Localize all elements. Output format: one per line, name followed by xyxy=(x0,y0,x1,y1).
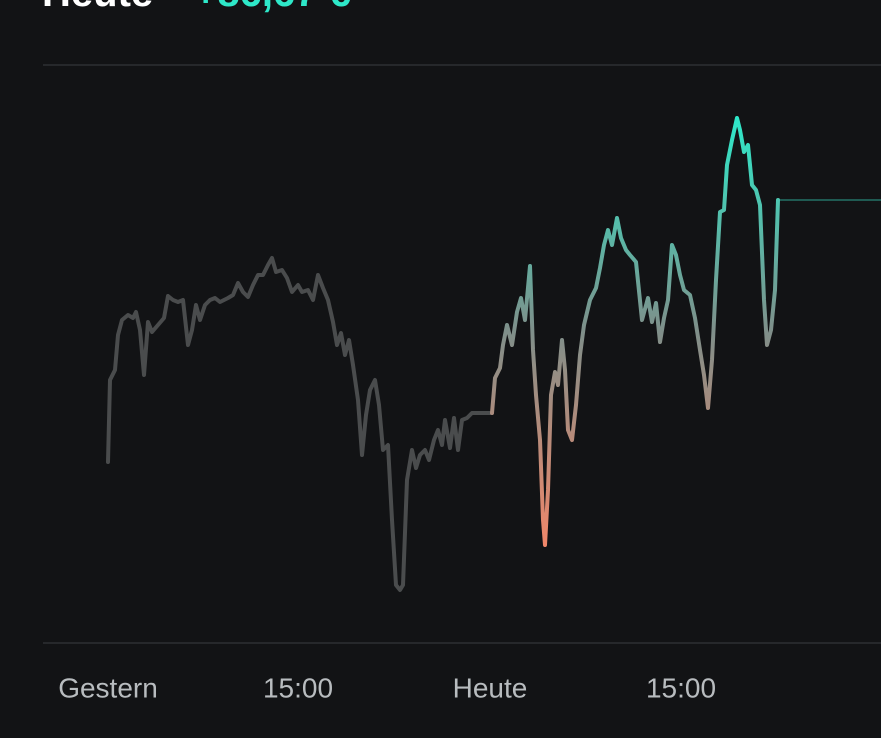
x-tick-label: 15:00 xyxy=(263,672,333,703)
chart-subtitle: +86,67 € xyxy=(194,0,351,15)
price-line xyxy=(490,116,780,547)
x-tick-label: Gestern xyxy=(58,672,158,703)
price-line xyxy=(106,256,494,592)
x-tick-label: Heute xyxy=(453,672,528,703)
x-tick-label: 15:00 xyxy=(646,672,716,703)
chart-title: Heute xyxy=(42,0,153,15)
